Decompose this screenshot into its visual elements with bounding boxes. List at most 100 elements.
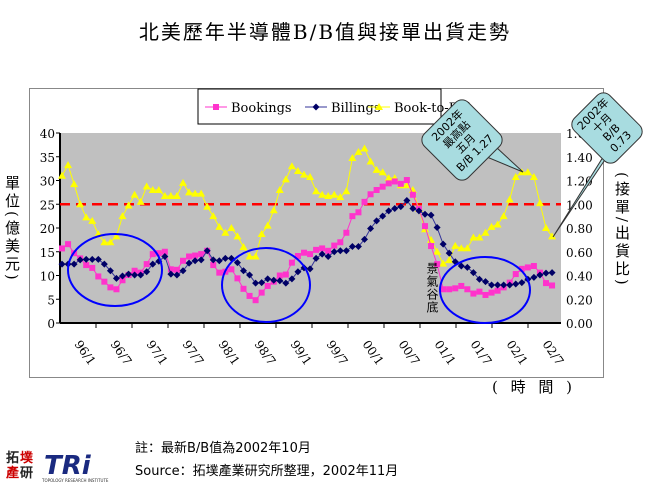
bookings-point bbox=[101, 278, 108, 285]
callout-box bbox=[421, 99, 503, 181]
billings-point bbox=[361, 235, 368, 243]
bookings-point bbox=[488, 289, 495, 296]
bookings-point bbox=[131, 267, 138, 274]
bookings-point bbox=[301, 249, 307, 256]
source-note: Source：拓墣產業研究所整理，2002年11月 bbox=[135, 464, 399, 479]
billings-point bbox=[433, 224, 441, 232]
y2-tick-label: 0.20 bbox=[566, 293, 593, 307]
bookings-point bbox=[428, 243, 435, 250]
y2-tick-label: 1.40 bbox=[566, 151, 593, 165]
bookings-point bbox=[149, 251, 156, 258]
billings-point bbox=[209, 256, 217, 264]
billings-point bbox=[270, 276, 278, 284]
billings-point bbox=[312, 103, 320, 111]
btb-point bbox=[64, 161, 73, 169]
bookings-point bbox=[319, 245, 326, 252]
btb-point bbox=[112, 232, 121, 240]
svg-text:TRi: TRi bbox=[44, 451, 92, 481]
bookings-point bbox=[391, 178, 398, 185]
bookings-point bbox=[113, 286, 120, 293]
x-tick-label: 02/1 bbox=[504, 338, 531, 368]
bookings-point bbox=[258, 289, 265, 296]
btb-point bbox=[106, 238, 115, 246]
btb-point bbox=[191, 189, 200, 197]
bookings-point bbox=[143, 261, 150, 268]
billings-point bbox=[197, 256, 205, 264]
billings-point bbox=[125, 270, 133, 278]
billings-point bbox=[348, 243, 356, 251]
billings-point bbox=[536, 271, 544, 279]
btb-point bbox=[306, 172, 315, 180]
billings-point bbox=[76, 256, 84, 264]
billings-point bbox=[463, 263, 471, 271]
bookings-point bbox=[307, 251, 314, 258]
x-tick-label: 97/1 bbox=[144, 338, 171, 368]
billings-point bbox=[397, 203, 405, 211]
bookings-point bbox=[543, 280, 549, 287]
x-tick-label: 97/7 bbox=[180, 338, 207, 368]
btb-point bbox=[433, 247, 442, 255]
billings-point bbox=[82, 255, 90, 263]
billings-point bbox=[282, 279, 290, 287]
btb-point bbox=[281, 175, 290, 183]
bookings-point bbox=[379, 183, 386, 190]
btb-point bbox=[505, 195, 514, 203]
bookings-point bbox=[512, 271, 519, 278]
btb-point bbox=[257, 229, 266, 237]
btb-point bbox=[375, 103, 383, 110]
billings-point bbox=[112, 274, 120, 282]
btb-point bbox=[239, 243, 248, 250]
btb-point bbox=[457, 244, 466, 252]
btb-point bbox=[185, 188, 194, 196]
billings-point bbox=[324, 253, 332, 260]
billings-point bbox=[482, 278, 489, 286]
legend-label-billings: Billings bbox=[331, 101, 381, 116]
billings-point bbox=[506, 281, 514, 289]
bookings-point bbox=[373, 187, 380, 193]
bookings-point bbox=[59, 245, 65, 252]
bookings-point bbox=[65, 241, 72, 248]
btb-point bbox=[511, 172, 520, 180]
bookings-point bbox=[252, 297, 259, 304]
billings-point bbox=[445, 249, 453, 257]
billings-point bbox=[179, 267, 187, 275]
billings-point bbox=[342, 247, 350, 255]
btb-point bbox=[330, 190, 339, 198]
bookings-point bbox=[458, 282, 465, 289]
btb-point bbox=[203, 202, 212, 210]
billings-point bbox=[240, 267, 247, 275]
bookings-point bbox=[167, 266, 174, 273]
y2-tick-label: 1.00 bbox=[566, 198, 593, 212]
billings-point bbox=[276, 277, 284, 285]
svg-text:拓: 拓 bbox=[6, 450, 19, 466]
bookings-point bbox=[524, 264, 531, 271]
y-tick-label: 25 bbox=[40, 198, 55, 212]
bookings-point bbox=[282, 271, 289, 278]
x-tick-label: 98/1 bbox=[216, 338, 243, 368]
btb-point bbox=[154, 186, 163, 193]
bookings-point bbox=[343, 229, 350, 236]
billings-point bbox=[173, 271, 181, 279]
bookings-point bbox=[161, 248, 168, 255]
highlight-ellipse bbox=[221, 247, 311, 323]
billings-point bbox=[246, 271, 254, 279]
billings-point bbox=[518, 279, 526, 287]
bookings-point bbox=[294, 253, 301, 260]
billings-point bbox=[457, 262, 465, 270]
bookings-point bbox=[409, 191, 416, 198]
billings-point bbox=[185, 259, 193, 267]
y2-tick-label: 0.60 bbox=[566, 246, 593, 260]
btb-point bbox=[384, 174, 393, 182]
bookings-point bbox=[173, 266, 180, 273]
bookings-point bbox=[518, 265, 525, 272]
bookings-point bbox=[440, 286, 447, 293]
svg-text:研: 研 bbox=[20, 466, 33, 481]
billings-point bbox=[221, 254, 229, 262]
y-tick-label: 30 bbox=[40, 175, 55, 189]
billings-point bbox=[330, 248, 338, 256]
bookings-point bbox=[325, 247, 332, 254]
btb-point bbox=[130, 190, 139, 198]
